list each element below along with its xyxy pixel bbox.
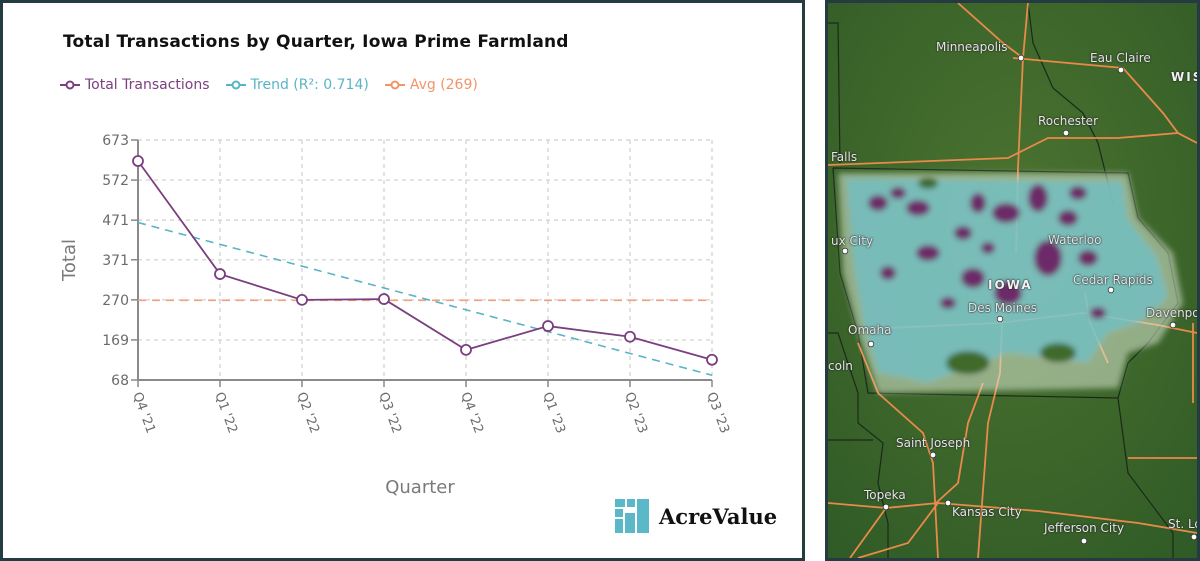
data-point xyxy=(214,268,226,280)
legend-label: Avg (269) xyxy=(409,77,478,93)
city-dots xyxy=(841,54,1197,545)
map-place-label: Minneapolis xyxy=(936,40,1008,54)
trend-line xyxy=(137,221,713,377)
y-tick-label: 572 xyxy=(102,173,129,189)
total-transactions-line xyxy=(137,160,713,361)
map-place-label: St. Lo xyxy=(1168,517,1200,531)
y-tick-label: 371 xyxy=(102,253,129,269)
legend-item-trend[interactable]: Trend (R²: 0.714) xyxy=(225,77,369,93)
map-place-label: Des Moines xyxy=(968,301,1037,315)
x-tick-label: Q3 '23 xyxy=(703,390,732,435)
map-place-label: ux City xyxy=(831,234,874,248)
map-place-label: Kansas City xyxy=(952,505,1022,519)
y-axis-label: Total xyxy=(59,239,80,282)
y-tick-label: 471 xyxy=(102,213,129,229)
state-borders xyxy=(828,3,1179,558)
legend-item-total[interactable]: Total Transactions xyxy=(60,77,210,93)
map-place-label: Jefferson City xyxy=(1044,521,1125,535)
data-point xyxy=(624,330,636,343)
map-place-label: Saint Joseph xyxy=(896,436,971,450)
data-point xyxy=(542,320,554,332)
x-tick-label: Q4 '22 xyxy=(457,390,486,435)
data-point xyxy=(378,293,390,305)
chart-title: Total Transactions by Quarter, Iowa Prim… xyxy=(63,32,569,52)
line-marker-icon xyxy=(225,80,246,90)
x-tick-label: Q3 '22 xyxy=(375,390,404,435)
x-tick-label: Q1 '22 xyxy=(211,390,240,435)
data-point xyxy=(296,293,308,306)
y-tick-label: 270 xyxy=(102,293,129,309)
y-tick-label: 169 xyxy=(102,333,129,349)
map-place-label: WIS xyxy=(1171,70,1197,84)
data-point xyxy=(132,155,144,167)
map-place-label: Eau Claire xyxy=(1090,51,1151,65)
data-point xyxy=(706,353,718,366)
map-place-label: Rochester xyxy=(1038,114,1098,128)
map-place-label: Cedar Rapids xyxy=(1073,273,1153,287)
brand-name: AcreValue xyxy=(659,503,778,529)
x-tick-label: Q1 '23 xyxy=(539,390,568,435)
chart-panel: Total Transactions by Quarter, Iowa Prim… xyxy=(0,0,805,561)
chart-legend: Total Transactions Trend (R²: 0.714) Avg… xyxy=(60,77,478,93)
legend-item-avg[interactable]: Avg (269) xyxy=(384,77,478,93)
map-canvas xyxy=(828,3,1197,558)
data-point xyxy=(460,343,472,356)
map-place-label: IOWA xyxy=(988,278,1033,292)
map-place-label: Waterloo xyxy=(1048,233,1102,247)
roads xyxy=(828,3,1197,558)
acrevalue-logo-icon xyxy=(615,499,649,533)
y-tick-label: 673 xyxy=(102,133,129,149)
map-place-label: Topeka xyxy=(864,488,906,502)
map-place-label: coln xyxy=(828,359,853,373)
line-marker-icon xyxy=(60,80,80,90)
y-tick-label: 68 xyxy=(111,373,129,389)
x-axis-label: Quarter xyxy=(385,477,455,498)
map-place-label: Omaha xyxy=(848,323,892,337)
x-tick-label: Q2 '22 xyxy=(293,390,322,435)
legend-label: Total Transactions xyxy=(85,77,210,93)
x-tick-label: Q2 '23 xyxy=(621,390,650,435)
legend-label: Trend (R²: 0.714) xyxy=(250,77,369,93)
acrevalue-logo: AcreValue xyxy=(615,499,777,533)
heatmap-map[interactable]: Minneapolis Eau Claire WIS Rochester Falls ux… xyxy=(825,0,1200,561)
heat-blobs xyxy=(838,173,1183,393)
line-marker-icon xyxy=(384,80,405,90)
map-place-label: Davenpor xyxy=(1146,306,1200,320)
x-tick-label: Q4 '21 xyxy=(129,390,158,435)
map-place-label: Falls xyxy=(831,150,858,164)
